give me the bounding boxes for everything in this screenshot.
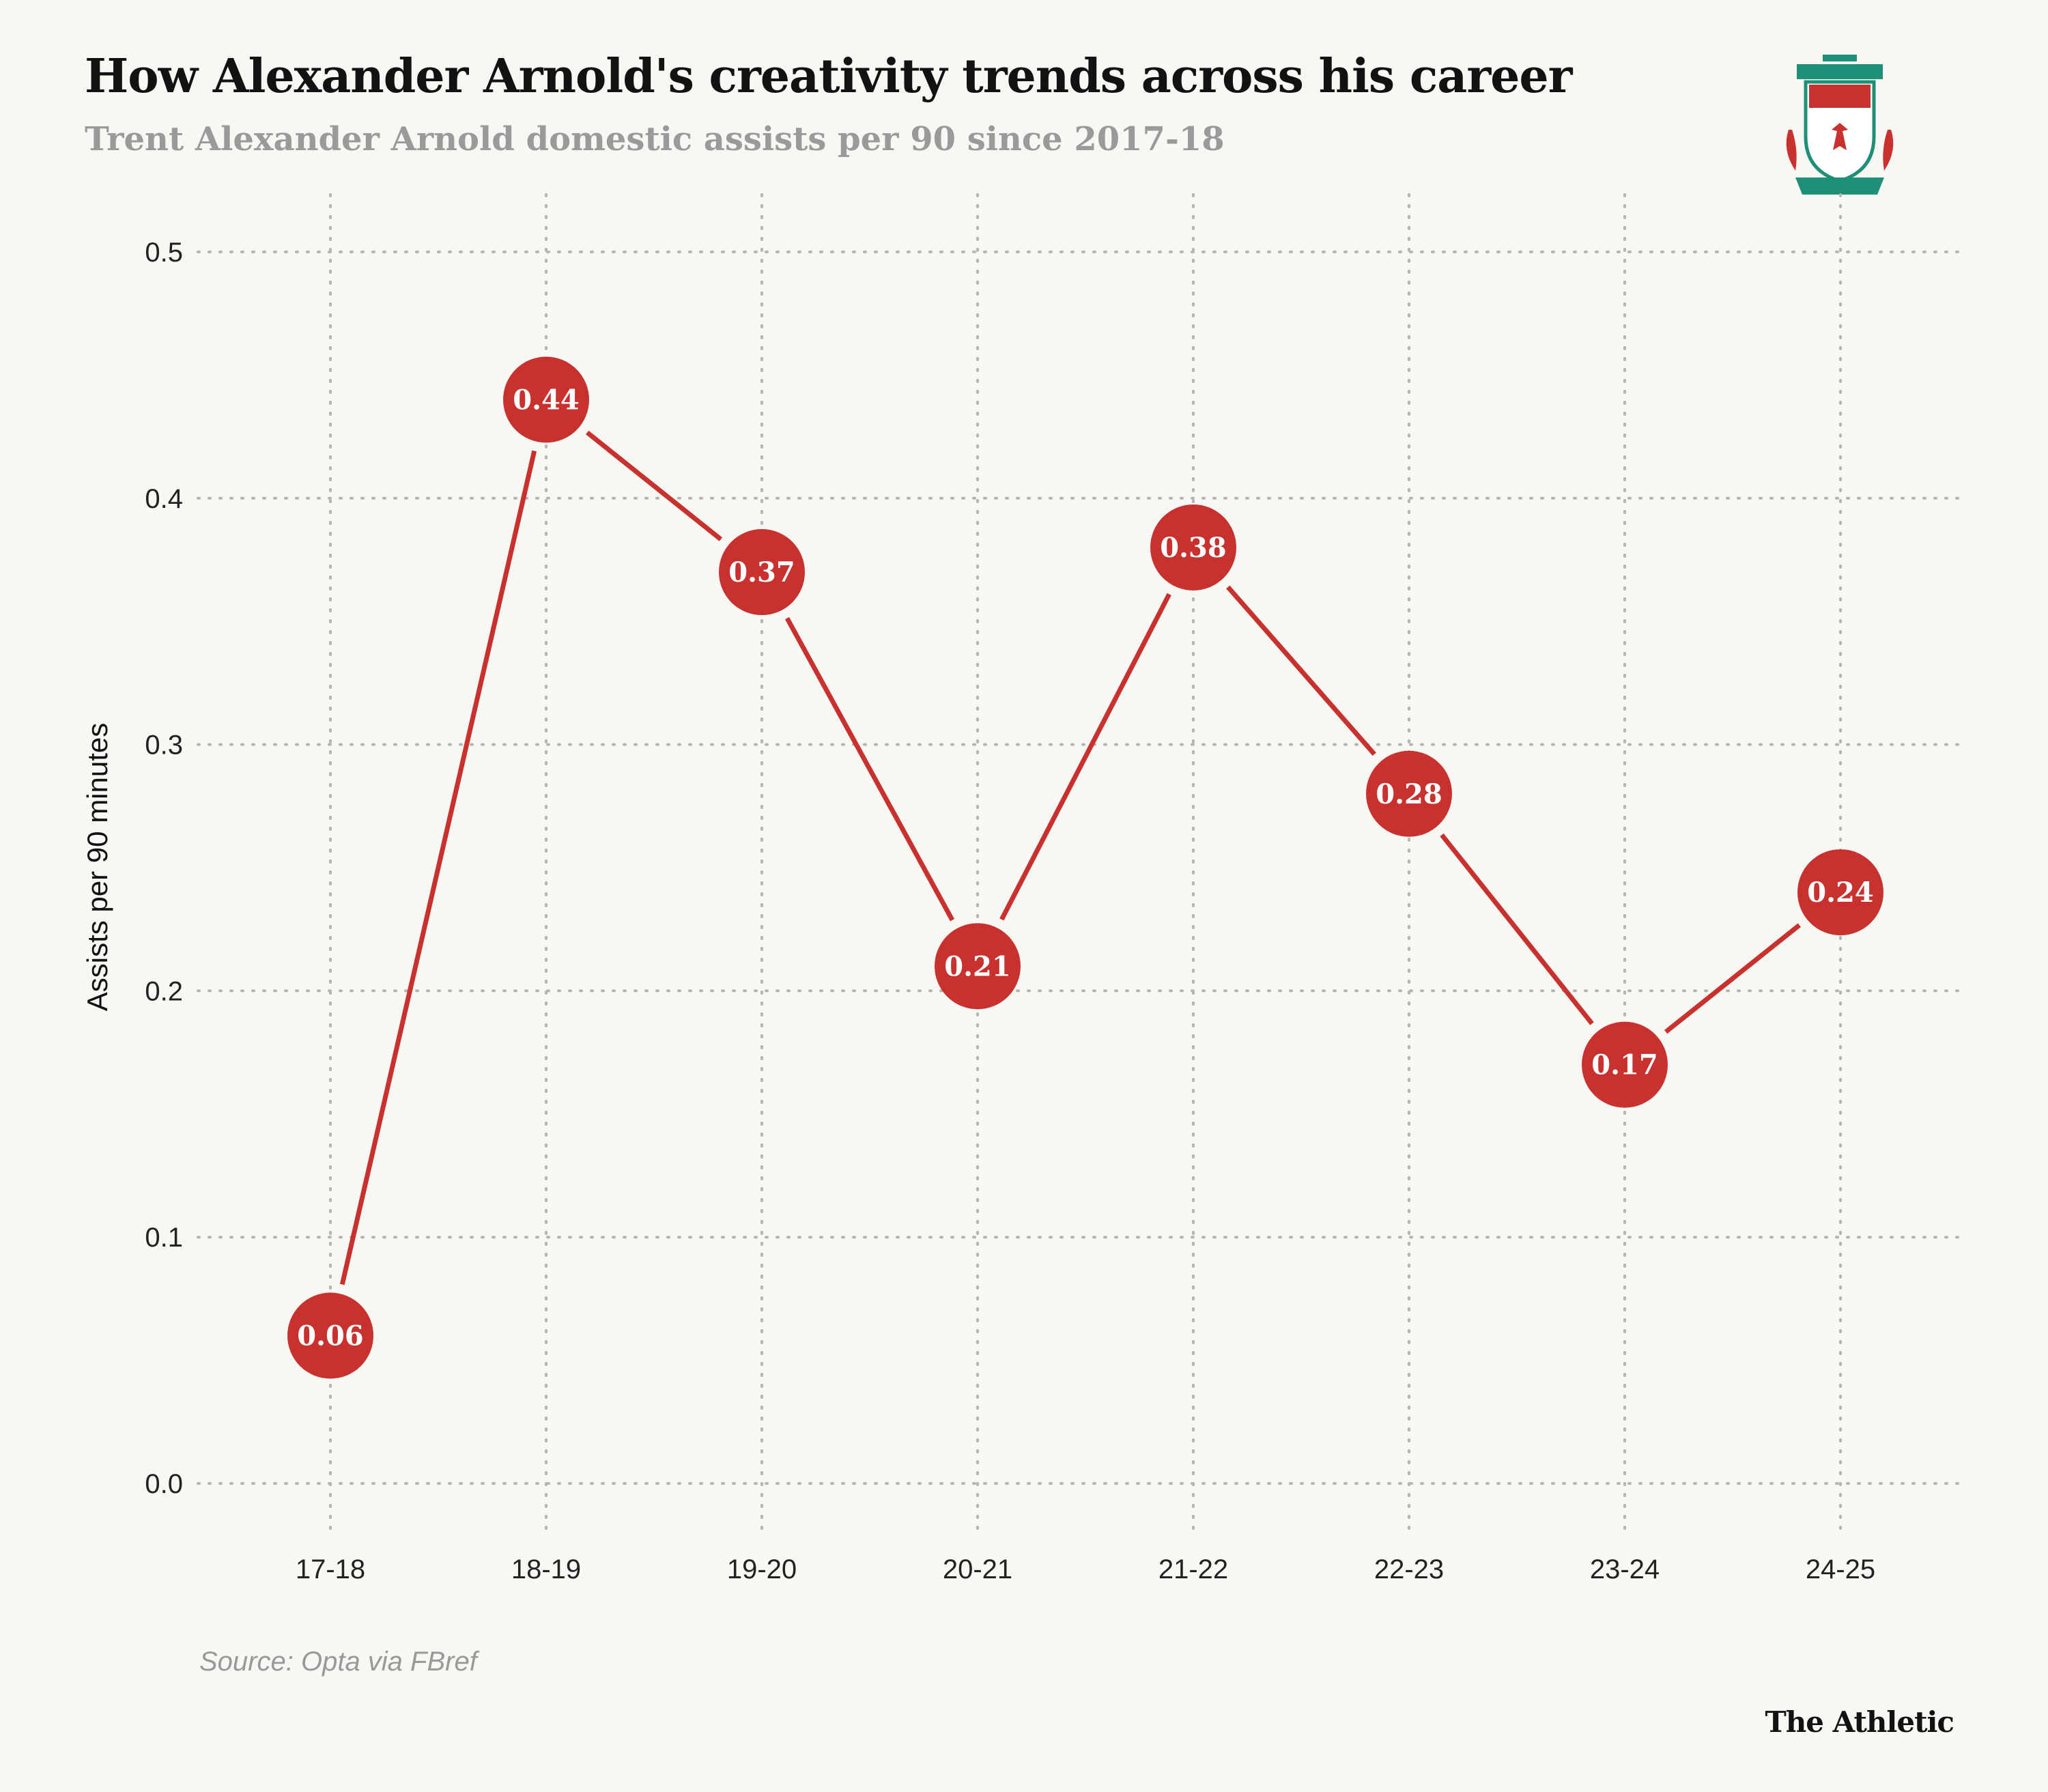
- series-segment: [1664, 923, 1802, 1034]
- data-point-marker: [1797, 849, 1883, 936]
- data-label: 0.44: [513, 384, 579, 416]
- x-tick-label: 24-25: [1806, 1554, 1875, 1584]
- x-tick-label: 19-20: [727, 1554, 797, 1584]
- x-axis: 17-18 18-19 19-20 20-21 21-22 22-23 23-24 24-25: [296, 1554, 1875, 1584]
- series-points: 0.06 0.44 0.37 0.21 0.38 0.28 0.17 0.24: [287, 356, 1883, 1379]
- the-athletic-logo: The Athletic: [1765, 1705, 1954, 1739]
- data-point: 0.38: [1150, 504, 1236, 591]
- y-tick-label: 0.2: [145, 976, 183, 1006]
- data-point-marker: [935, 923, 1021, 1010]
- y-tick-label: 0.1: [145, 1223, 183, 1253]
- chart-title: How Alexander Arnold's creativity trends…: [85, 49, 1572, 104]
- data-point-marker: [287, 1292, 373, 1379]
- chart-subtitle: Trent Alexander Arnold domestic assists …: [85, 120, 1225, 158]
- data-label: 0.06: [297, 1320, 363, 1352]
- data-label: 0.37: [728, 556, 795, 588]
- series-segment: [339, 450, 537, 1285]
- series-line: [339, 430, 1802, 1285]
- data-label: 0.28: [1376, 778, 1442, 810]
- series-segment: [585, 430, 723, 541]
- y-axis-title: Assists per 90 minutes: [81, 723, 113, 1012]
- x-tick-label: 20-21: [943, 1554, 1012, 1584]
- y-tick-label: 0.4: [145, 484, 183, 514]
- data-point: 0.37: [719, 529, 805, 616]
- data-point: 0.44: [503, 356, 589, 443]
- data-label: 0.38: [1160, 532, 1226, 564]
- data-point-marker: [1366, 750, 1452, 837]
- data-point-marker: [1582, 1021, 1668, 1108]
- x-tick-label: 17-18: [296, 1554, 365, 1584]
- data-label: 0.21: [944, 950, 1010, 982]
- data-point: 0.06: [287, 1292, 373, 1379]
- data-point: 0.28: [1366, 750, 1452, 837]
- data-point-marker: [1150, 504, 1236, 591]
- x-tick-label: 21-22: [1158, 1554, 1228, 1584]
- x-tick-label: 22-23: [1374, 1554, 1444, 1584]
- data-label: 0.17: [1591, 1049, 1658, 1081]
- chart-grid: [197, 193, 1967, 1537]
- x-tick-label: 18-19: [511, 1554, 581, 1584]
- y-axis: 0.0 0.1 0.2 0.3 0.4 0.5: [145, 238, 183, 1499]
- data-point: 0.17: [1582, 1021, 1668, 1108]
- series-segment: [1226, 585, 1376, 756]
- data-point-marker: [503, 356, 589, 443]
- series-segment: [999, 593, 1171, 921]
- data-point: 0.24: [1797, 849, 1883, 936]
- series-segment: [784, 616, 955, 922]
- data-label: 0.24: [1807, 877, 1873, 909]
- y-tick-label: 0.3: [145, 730, 183, 760]
- source-note: Source: Opta via FBref: [199, 1647, 477, 1677]
- liverpool-crest-logo: [1786, 55, 1894, 195]
- x-tick-label: 23-24: [1590, 1554, 1660, 1584]
- y-tick-label: 0.5: [145, 238, 183, 268]
- data-point-marker: [719, 529, 805, 616]
- y-tick-label: 0.0: [145, 1469, 183, 1499]
- data-point: 0.21: [935, 923, 1021, 1010]
- series-segment: [1440, 833, 1594, 1025]
